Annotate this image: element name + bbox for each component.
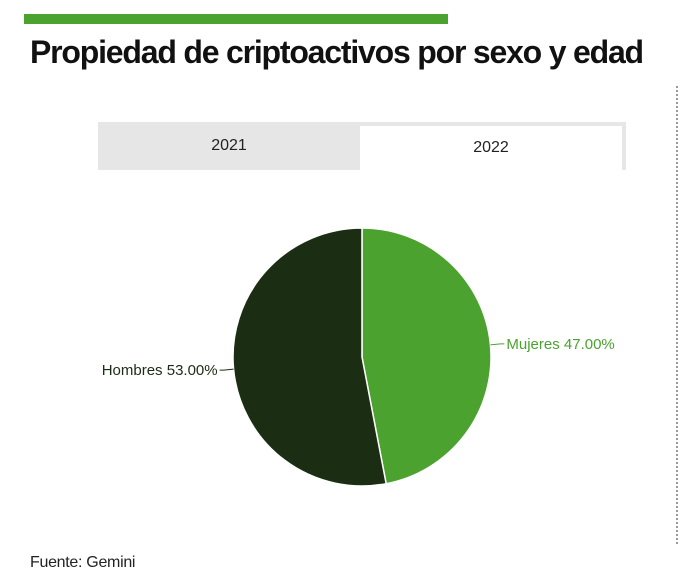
year-tabs: 2021 2022 (98, 122, 626, 170)
tab-2022[interactable]: 2022 (360, 122, 626, 170)
pie-chart: Mujeres 47.00% Hombres 53.00% (102, 227, 615, 487)
dotted-divider (676, 86, 678, 544)
data-label-mujeres: Mujeres 47.00% (506, 336, 614, 353)
accent-bar (24, 14, 448, 24)
page-title: Propiedad de criptoactivos por sexo y ed… (30, 34, 644, 70)
source-note: Fuente: Gemini (30, 554, 136, 571)
data-label-hombres: Hombres 53.00% (102, 362, 218, 379)
leader-line-mujeres (490, 343, 505, 346)
leader-line-hombres (219, 368, 234, 371)
pie-slice-mujeres[interactable] (361, 227, 492, 485)
tab-2021[interactable]: 2021 (98, 122, 360, 170)
